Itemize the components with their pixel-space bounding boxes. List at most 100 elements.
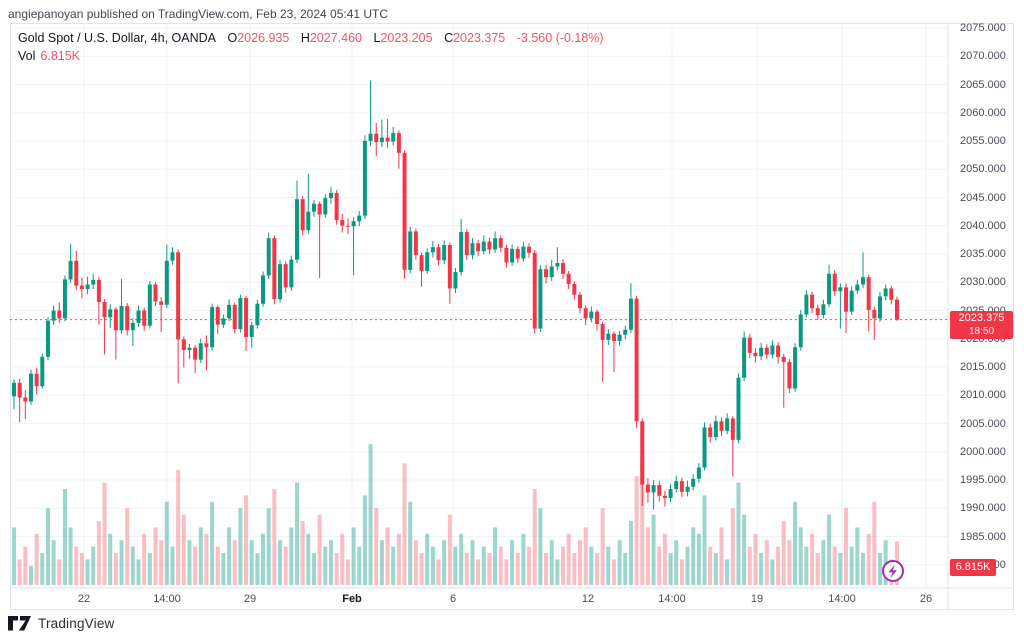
volume-bar (640, 457, 645, 585)
volume-bar (498, 546, 503, 585)
volume-bar (578, 540, 582, 585)
volume-bar (583, 527, 588, 585)
volume-bar (674, 540, 679, 585)
price-axis-label: 2065.000 (960, 78, 1006, 91)
volume-bar (821, 540, 826, 585)
candle-body (566, 273, 571, 284)
volume-bar (685, 546, 690, 585)
volume-legend[interactable]: Vol 6.815K (18, 49, 80, 63)
volume-bar (266, 508, 271, 585)
volume-bar (532, 489, 537, 585)
candle-body (136, 310, 141, 323)
candle-body (708, 427, 713, 438)
time-axis-label: 6 (449, 593, 457, 605)
volume-bar (679, 559, 684, 585)
volume-bar (45, 508, 50, 585)
candle-body (679, 481, 684, 492)
candle-body (238, 298, 243, 330)
candle-body (159, 301, 164, 305)
volume-bar (34, 533, 39, 585)
volume-bar (787, 540, 792, 585)
candle-body (193, 347, 198, 360)
candle-body (40, 356, 45, 387)
candle-body (476, 243, 481, 252)
volume-bar (719, 527, 724, 585)
candle-body (770, 345, 775, 355)
candle-body (368, 133, 373, 141)
candle-body (283, 264, 288, 288)
candle-body (877, 296, 882, 319)
volume-bar (470, 540, 475, 585)
candle-body (640, 421, 645, 485)
candle-body (781, 356, 786, 362)
footer: TradingView (8, 616, 115, 631)
candle-body (651, 485, 656, 493)
candle-body (889, 288, 894, 300)
candle-body (17, 382, 22, 398)
volume-bar (832, 546, 837, 585)
candle-body (12, 382, 16, 397)
candle-body (125, 305, 130, 331)
candle-body (221, 318, 226, 325)
volume-bar (566, 533, 571, 585)
candle-body (504, 247, 509, 263)
volume-bar (289, 527, 294, 585)
current-price-label: 2023.375 18:50 (950, 310, 1013, 339)
time-axis-label: 19 (750, 593, 764, 605)
volume-bar (713, 553, 718, 585)
candle-body (776, 345, 781, 357)
candle-body (204, 343, 209, 348)
candle-body (261, 275, 266, 304)
volume-bar (538, 508, 543, 585)
grid-layer (10, 23, 1014, 610)
volume-bar (181, 514, 186, 585)
volume-bar (849, 546, 854, 585)
lightning-mode-button[interactable] (882, 560, 904, 582)
volume-bar (866, 533, 871, 585)
volume-bar (453, 546, 458, 585)
candle-body (34, 373, 39, 387)
volume-bar (430, 546, 435, 585)
time-axis-label: 12 (581, 593, 595, 605)
candle-body (272, 238, 277, 300)
candle-body (357, 215, 362, 222)
candle-body (442, 244, 447, 261)
time-axis-label: 14:00 (828, 593, 856, 605)
volume-bar (164, 501, 169, 585)
volume-bar (362, 495, 367, 585)
candle-body (787, 361, 792, 389)
volume-bar (147, 553, 152, 585)
volume-bar (227, 527, 232, 585)
price-axis-label: 2060.000 (960, 106, 1006, 119)
candle-body (244, 298, 249, 338)
candle-body (657, 485, 662, 496)
candle-body (119, 305, 124, 331)
candle-body (453, 272, 458, 289)
candle-body (866, 277, 871, 310)
candle-body (634, 298, 639, 422)
volume-bar (23, 546, 28, 585)
candle-body (385, 137, 390, 142)
tradingview-brand-text[interactable]: TradingView (38, 616, 115, 631)
chart-legend[interactable]: Gold Spot / U.S. Dollar, 4h, OANDA O2026… (18, 31, 604, 45)
bar-countdown: 18:50 (968, 325, 995, 337)
candle-body (713, 421, 718, 438)
tradingview-logo-icon[interactable] (8, 616, 31, 631)
candle-body (374, 133, 379, 143)
volume-bar (96, 521, 101, 585)
volume-bar (340, 533, 345, 585)
candle-body (674, 481, 679, 490)
candle-body (142, 310, 147, 326)
volume-bar (781, 521, 786, 585)
candle-body (623, 329, 628, 335)
candle-body (747, 337, 752, 353)
candle-body (578, 294, 582, 309)
candle-body (883, 288, 888, 297)
volume-bar (736, 482, 741, 585)
volume-bar (413, 540, 418, 585)
volume-bar (611, 559, 616, 585)
current-volume-label: 6.815K (950, 559, 996, 576)
ohlc-open: O2026.935 (227, 31, 290, 45)
